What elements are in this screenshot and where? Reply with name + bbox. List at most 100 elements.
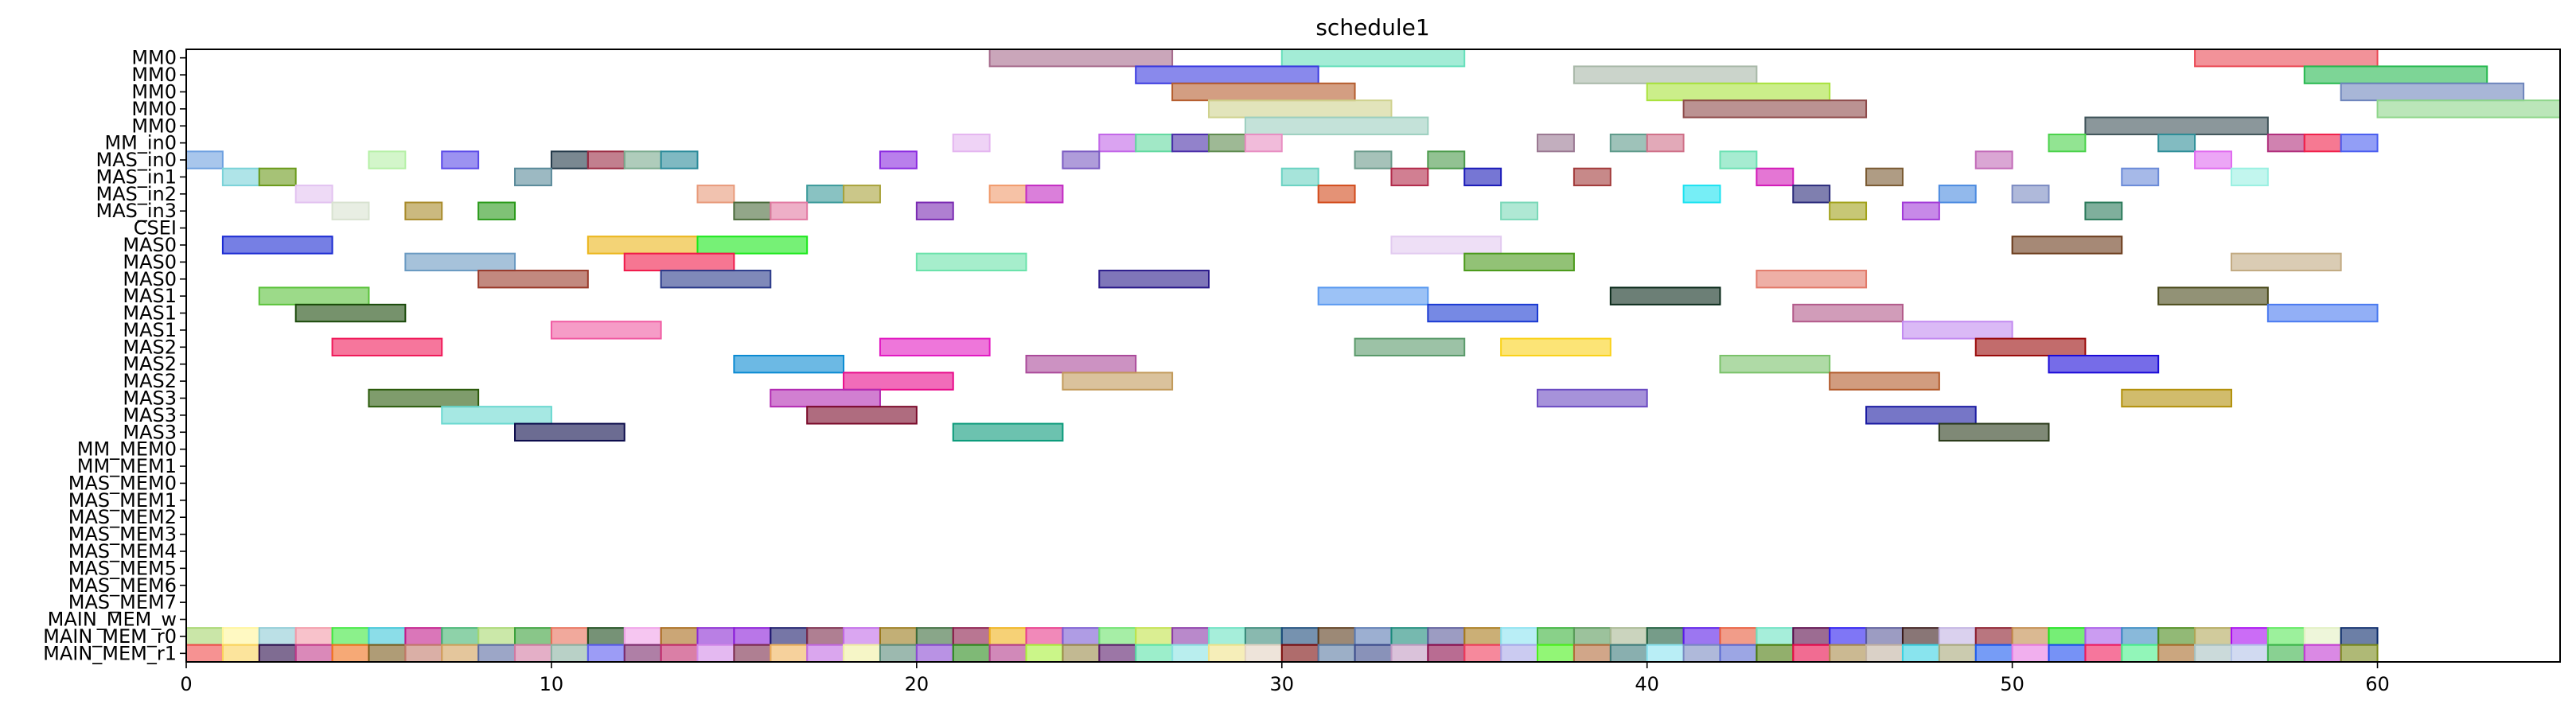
task-bar	[1025, 627, 1064, 646]
task-bar	[368, 150, 407, 169]
y-tick-label: MM_MEM0	[77, 438, 177, 461]
task-bar	[221, 235, 333, 255]
task-bar	[770, 644, 809, 663]
task-bar	[441, 406, 552, 425]
task-bar	[221, 627, 260, 646]
task-bar	[1756, 644, 1795, 663]
y-tick-label: MM0	[131, 80, 177, 103]
task-bar	[806, 627, 845, 646]
task-bar	[1354, 644, 1393, 663]
task-bar	[915, 644, 954, 663]
task-bar	[1792, 185, 1831, 204]
task-bar	[368, 644, 407, 663]
task-bar	[1756, 167, 1795, 187]
y-tick-label: MAIN_MEM_r1	[43, 642, 177, 664]
task-bar	[1463, 252, 1575, 272]
y-tick-label: MAS_MEM2	[68, 506, 177, 528]
y-tick-label: MAS2	[123, 353, 177, 376]
task-bar	[477, 644, 516, 663]
task-bar	[1463, 644, 1502, 663]
task-bar	[294, 627, 333, 646]
task-bar	[733, 644, 772, 663]
task-bar	[1537, 627, 1575, 646]
task-bar	[1974, 150, 2013, 169]
y-tick-label: MAS_MEM0	[68, 472, 177, 494]
task-bar	[1572, 627, 1611, 646]
task-bar	[770, 627, 809, 646]
y-tick-label: MAS_in2	[95, 183, 177, 205]
task-bar	[879, 627, 918, 646]
task-bar	[1537, 388, 1648, 408]
task-bar	[1792, 627, 1831, 646]
x-tick-label: 20	[905, 673, 929, 695]
y-tick-label: MAS_MEM4	[68, 540, 177, 562]
task-bar	[2303, 133, 2342, 153]
task-bar	[1500, 644, 1539, 663]
task-bar	[1135, 627, 1174, 646]
y-tick-label: MAS0	[123, 234, 177, 256]
task-bar	[952, 644, 991, 663]
task-bar	[1390, 167, 1429, 187]
y-tick-label: MM0	[131, 98, 177, 120]
y-tick-label: MAS3	[123, 387, 177, 409]
task-bar	[2194, 644, 2232, 663]
task-bar	[1572, 65, 1758, 84]
y-tick-label: MM0	[131, 64, 177, 86]
task-bar	[843, 627, 881, 646]
task-bar	[587, 150, 625, 169]
task-bar	[1756, 627, 1795, 646]
y-tick-label: MAIN_MEM_r0	[43, 625, 177, 648]
y-tick-label: MAS_MEM7	[68, 591, 177, 613]
task-bar	[1244, 116, 1429, 135]
task-bar	[1317, 644, 1356, 663]
task-bar	[988, 644, 1027, 663]
task-bar	[1280, 49, 1466, 68]
task-bar	[1500, 627, 1539, 646]
task-bar	[770, 201, 809, 220]
task-bar	[952, 133, 991, 153]
task-bar	[1974, 337, 2087, 357]
y-tick-label: MAS1	[123, 285, 177, 307]
task-bar	[2157, 286, 2269, 305]
task-bar	[1025, 355, 1137, 374]
y-tick-label: MAIN_MEM_w	[48, 609, 177, 631]
task-bar	[1244, 627, 1283, 646]
task-bar	[952, 627, 991, 646]
task-bar	[623, 252, 735, 272]
task-bar	[294, 185, 333, 204]
task-bar	[331, 201, 370, 220]
task-bar	[696, 627, 735, 646]
task-bar	[550, 150, 589, 169]
task-bar	[1829, 627, 1868, 646]
task-bar	[1062, 372, 1174, 391]
task-bar	[1572, 167, 1611, 187]
y-tick-label: MAS2	[123, 336, 177, 358]
y-tick-label: MM_in0	[104, 132, 177, 154]
task-bar	[915, 252, 1027, 272]
task-bar	[696, 235, 809, 255]
task-bar	[514, 422, 625, 442]
task-bar	[185, 627, 224, 646]
task-bar	[1135, 644, 1174, 663]
task-bar	[660, 627, 699, 646]
task-bar	[1865, 406, 1977, 425]
task-bar	[2084, 116, 2269, 135]
task-bar	[1974, 644, 2013, 663]
task-bar	[587, 235, 699, 255]
task-bar	[1244, 133, 1283, 153]
task-bar	[843, 644, 881, 663]
x-tick-label: 50	[2000, 673, 2025, 695]
task-bar	[1537, 644, 1575, 663]
task-bar	[806, 406, 918, 425]
y-tick-label: MAS_MEM1	[68, 489, 177, 512]
task-bar	[1719, 627, 1758, 646]
x-tick-label: 40	[1635, 673, 1659, 695]
task-bar	[2084, 627, 2123, 646]
task-bar	[1280, 627, 1319, 646]
task-bar	[2084, 644, 2123, 663]
y-tick-label: MAS0	[123, 268, 177, 290]
task-bar	[1280, 644, 1319, 663]
task-bar	[258, 644, 297, 663]
task-bar	[1062, 150, 1101, 169]
task-bar	[1500, 337, 1611, 357]
